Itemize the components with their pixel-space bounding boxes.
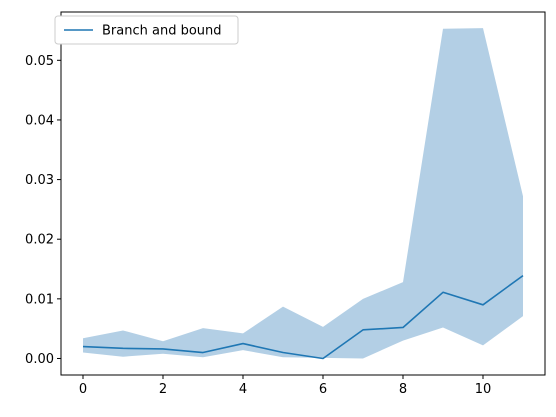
- x-tick-label: 0: [79, 382, 87, 397]
- confidence-band-layer: [83, 28, 523, 358]
- x-tick-label: 8: [399, 382, 407, 397]
- x-tick-label: 2: [159, 382, 167, 397]
- y-tick-label: 0.02: [25, 233, 54, 248]
- x-tick-label: 10: [475, 382, 492, 397]
- y-tick-label: 0.00: [25, 352, 54, 367]
- y-tick-label: 0.04: [25, 113, 54, 128]
- confidence-band: [83, 28, 523, 358]
- legend-label: Branch and bound: [102, 24, 222, 39]
- y-tick-label: 0.03: [25, 173, 54, 188]
- x-tick-label: 6: [319, 382, 327, 397]
- legend: Branch and bound: [55, 16, 238, 44]
- x-axis: 0 2 4 6 8 10: [79, 375, 491, 397]
- y-tick-label: 0.01: [25, 292, 54, 307]
- y-axis: 0.00 0.01 0.02 0.03 0.04 0.05: [25, 54, 61, 367]
- y-tick-label: 0.05: [25, 54, 54, 69]
- x-tick-label: 4: [239, 382, 247, 397]
